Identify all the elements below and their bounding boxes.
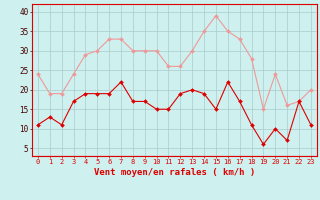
X-axis label: Vent moyen/en rafales ( km/h ): Vent moyen/en rafales ( km/h ) — [94, 168, 255, 177]
